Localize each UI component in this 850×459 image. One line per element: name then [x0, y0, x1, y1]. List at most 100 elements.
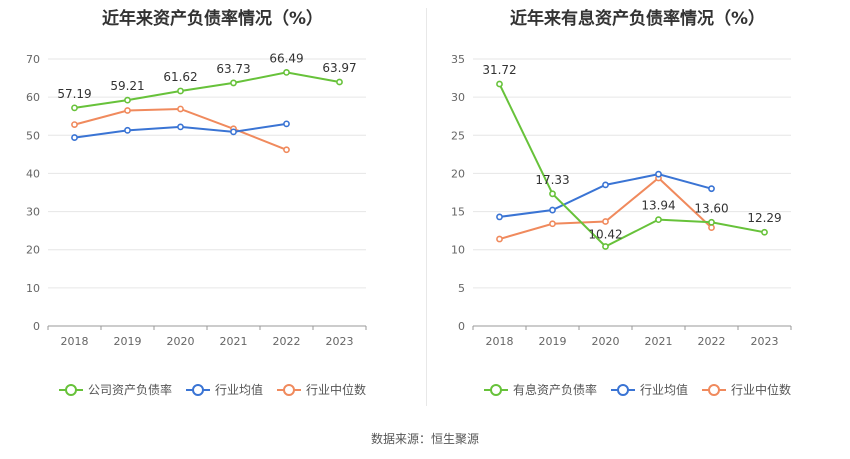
legend-item[interactable]: 行业中位数 [702, 381, 791, 398]
y-tick-label: 15 [451, 206, 465, 219]
data-point [283, 146, 290, 154]
data-point [230, 128, 237, 136]
legend-item[interactable]: 行业均值 [185, 381, 263, 398]
x-tick-label: 2018 [486, 335, 514, 348]
series-line [498, 83, 765, 248]
data-point [230, 79, 237, 87]
data-point [549, 206, 556, 214]
data-point [602, 243, 609, 250]
data-point [655, 170, 662, 178]
legend-line-marker-icon [58, 383, 83, 396]
y-tick-label: 60 [26, 91, 40, 104]
series-line [74, 71, 340, 109]
data-point [283, 120, 290, 128]
chart-panel-debt-ratio: 近年来资产负债率情况（%） 0 10 20 30 40 50 60 70 2018 2019 202… [0, 0, 425, 420]
data-point [655, 216, 662, 224]
panel-divider [426, 8, 427, 406]
y-tick-label: 0 [33, 320, 40, 333]
x-tick-label: 2022 [698, 335, 726, 348]
x-tick-label: 2019 [114, 335, 142, 348]
y-tick-label: 30 [26, 206, 40, 219]
data-point [708, 218, 715, 226]
y-tick-label: 50 [26, 129, 40, 142]
y-tick-label: 5 [458, 282, 465, 295]
x-tick-label: 2023 [751, 335, 779, 348]
data-label: 13.60 [694, 201, 728, 215]
legend-item[interactable]: 公司资产负债率 [58, 381, 172, 398]
x-tick-label: 2020 [167, 335, 195, 348]
x-tick-label: 2023 [326, 335, 354, 348]
data-point [71, 121, 78, 129]
chart-legend: 公司资产负债率 行业均值 行业中位数 [0, 381, 425, 398]
chart-title: 近年来有息资产负债率情况（%） [509, 9, 766, 29]
data-point [761, 228, 768, 236]
series-line [499, 173, 712, 218]
legend-label: 行业均值 [214, 383, 263, 397]
y-tick-label: 70 [26, 53, 40, 66]
data-point [71, 134, 78, 141]
data-point [336, 78, 343, 86]
y-tick-label: 25 [451, 129, 465, 142]
data-point [496, 235, 503, 243]
y-tick-label: 40 [26, 167, 40, 180]
data-point [283, 68, 290, 76]
legend-line-marker-icon [610, 383, 635, 396]
legend-label: 有息资产负债率 [512, 383, 597, 397]
data-point [602, 218, 609, 225]
data-label: 31.72 [482, 63, 516, 77]
data-point [124, 126, 131, 134]
x-tick-label: 2018 [61, 335, 89, 348]
line-chart-debt-ratio: 0 10 20 30 40 50 60 70 2018 2019 2020 2021 2022 2023 5… [26, 51, 367, 348]
data-source-note: 数据来源：恒生聚源 [370, 432, 479, 446]
line-chart-interest-debt-ratio: 0 5 10 15 20 25 30 35 2018 2019 2020 2021 2022 2023 31… [451, 53, 792, 348]
data-point [496, 213, 503, 221]
legend-line-marker-icon [702, 383, 726, 396]
y-tick-label: 20 [26, 244, 40, 257]
data-point [124, 107, 131, 114]
data-point [549, 190, 556, 198]
data-point [496, 80, 503, 88]
data-point [549, 220, 556, 228]
data-label: 10.42 [588, 228, 622, 242]
legend-line-marker-icon [277, 383, 301, 396]
data-label: 59.21 [110, 79, 144, 93]
legend-label: 公司资产负债率 [87, 383, 172, 397]
data-label: 63.97 [322, 61, 356, 75]
data-point [71, 104, 78, 112]
legend-item[interactable]: 行业中位数 [277, 381, 366, 398]
legend-item[interactable]: 有息资产负债率 [483, 381, 597, 398]
data-label: 66.49 [269, 51, 303, 65]
legend-line-marker-icon [483, 383, 508, 396]
x-tick-label: 2021 [645, 335, 673, 348]
data-label: 63.73 [216, 62, 250, 76]
data-label: 61.62 [163, 70, 197, 84]
y-tick-label: 20 [451, 167, 465, 180]
chart-panel-interest-debt-ratio: 近年来有息资产负债率情况（%） 0 5 10 15 20 25 30 35 2018 2019 20… [425, 0, 850, 420]
y-tick-label: 10 [451, 244, 465, 257]
x-tick-label: 2019 [539, 335, 567, 348]
legend-item[interactable]: 行业均值 [610, 381, 688, 398]
data-label: 12.29 [747, 211, 781, 225]
data-point [708, 185, 715, 193]
data-point [602, 181, 609, 189]
data-point [124, 96, 131, 104]
y-tick-label: 30 [451, 91, 465, 104]
y-tick-label: 35 [451, 53, 465, 66]
legend-label: 行业中位数 [306, 383, 367, 397]
x-tick-label: 2020 [592, 335, 620, 348]
x-tick-label: 2021 [220, 335, 248, 348]
chart-title: 近年来资产负债率情况（%） [101, 9, 324, 29]
data-point [708, 224, 715, 231]
legend-label: 行业均值 [639, 383, 688, 397]
data-point [177, 105, 184, 113]
data-label: 57.19 [57, 87, 91, 101]
data-point [177, 123, 184, 131]
x-tick-label: 2022 [273, 335, 301, 348]
chart-legend: 有息资产负债率 行业均值 行业中位数 [425, 381, 850, 398]
data-label: 13.94 [641, 199, 675, 213]
data-label: 17.33 [535, 173, 569, 187]
y-tick-label: 0 [458, 320, 465, 333]
y-tick-label: 10 [26, 282, 40, 295]
legend-line-marker-icon [185, 383, 210, 396]
data-point [177, 87, 184, 95]
